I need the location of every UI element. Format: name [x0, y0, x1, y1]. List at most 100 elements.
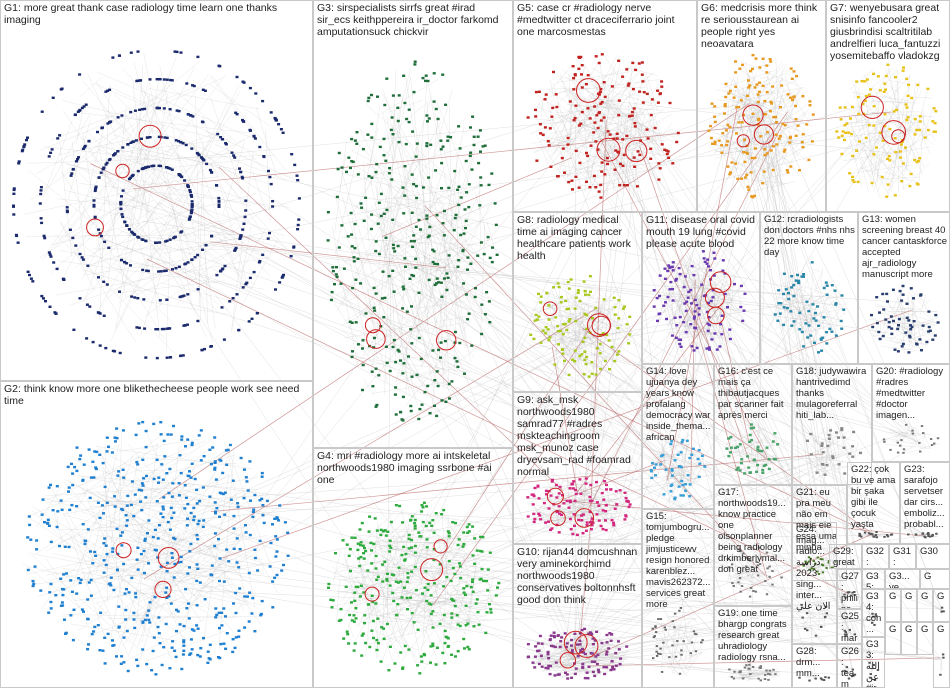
node	[713, 120, 717, 124]
node	[131, 173, 135, 177]
node	[203, 89, 207, 92]
node	[350, 137, 354, 141]
node	[649, 113, 653, 117]
node	[729, 436, 733, 439]
node	[554, 483, 558, 487]
node	[601, 509, 605, 512]
node	[675, 324, 679, 327]
node	[729, 451, 732, 454]
node	[156, 556, 160, 559]
node	[767, 467, 771, 471]
cluster-g28	[798, 676, 830, 682]
node	[388, 645, 392, 648]
group-label-g6: G6: medcrisis more think re seriousstaur…	[701, 2, 821, 50]
node	[453, 604, 457, 608]
node	[565, 499, 569, 503]
node	[412, 239, 416, 243]
node	[440, 161, 444, 165]
node	[51, 509, 55, 512]
node	[217, 203, 221, 207]
node	[550, 480, 554, 483]
node	[658, 294, 661, 298]
node	[579, 55, 583, 59]
node	[573, 672, 577, 676]
node	[361, 339, 365, 342]
node	[257, 261, 261, 264]
node	[579, 122, 583, 125]
node	[359, 584, 363, 587]
cluster-g5	[526, 53, 680, 199]
node	[585, 180, 588, 183]
node	[334, 273, 338, 276]
node	[348, 320, 352, 323]
node	[382, 637, 386, 640]
node	[593, 121, 597, 124]
node	[852, 180, 856, 184]
node	[330, 606, 334, 609]
cluster-g15	[651, 607, 704, 675]
node	[605, 666, 609, 669]
node	[537, 649, 541, 652]
node	[157, 481, 160, 484]
node	[823, 473, 827, 476]
node	[145, 269, 149, 272]
node	[427, 176, 431, 179]
node	[557, 343, 560, 346]
group-box-gx7: G	[901, 622, 917, 655]
node	[196, 55, 200, 59]
node	[49, 600, 53, 604]
hub-node	[574, 508, 595, 528]
node	[681, 438, 685, 442]
node	[113, 436, 117, 439]
node	[393, 393, 397, 396]
node	[941, 653, 945, 656]
node	[371, 600, 375, 604]
node	[148, 136, 152, 139]
node	[668, 288, 672, 291]
node	[235, 537, 239, 540]
node	[883, 113, 887, 116]
node	[403, 559, 407, 562]
node	[160, 663, 164, 667]
node	[733, 282, 736, 286]
node	[682, 640, 685, 643]
node	[482, 252, 486, 256]
node	[433, 262, 437, 266]
node	[462, 232, 466, 235]
node	[416, 664, 420, 667]
group-box-g26: G26: team mri...	[837, 644, 862, 688]
node	[747, 86, 751, 89]
node	[419, 357, 423, 361]
node	[886, 63, 890, 66]
node	[756, 93, 760, 96]
node	[381, 580, 385, 583]
node	[690, 641, 694, 644]
node	[706, 329, 710, 333]
node	[933, 334, 937, 337]
node	[702, 294, 706, 298]
group-box-g27: G27: philips healt...	[837, 569, 862, 609]
node	[720, 333, 724, 336]
node	[560, 636, 564, 639]
node	[484, 631, 488, 635]
node	[769, 100, 773, 104]
node	[639, 139, 643, 142]
node	[726, 165, 730, 168]
node	[175, 629, 178, 633]
node	[195, 533, 199, 537]
node	[615, 353, 619, 356]
node	[446, 139, 450, 142]
node	[808, 104, 812, 107]
node	[232, 547, 236, 550]
node	[51, 96, 55, 99]
node	[479, 176, 483, 179]
node	[739, 305, 743, 309]
node	[749, 69, 753, 73]
node	[331, 266, 335, 269]
node	[628, 503, 632, 506]
node	[190, 462, 194, 465]
node	[461, 545, 465, 548]
node	[561, 494, 564, 497]
node	[374, 554, 378, 558]
node	[864, 136, 868, 140]
